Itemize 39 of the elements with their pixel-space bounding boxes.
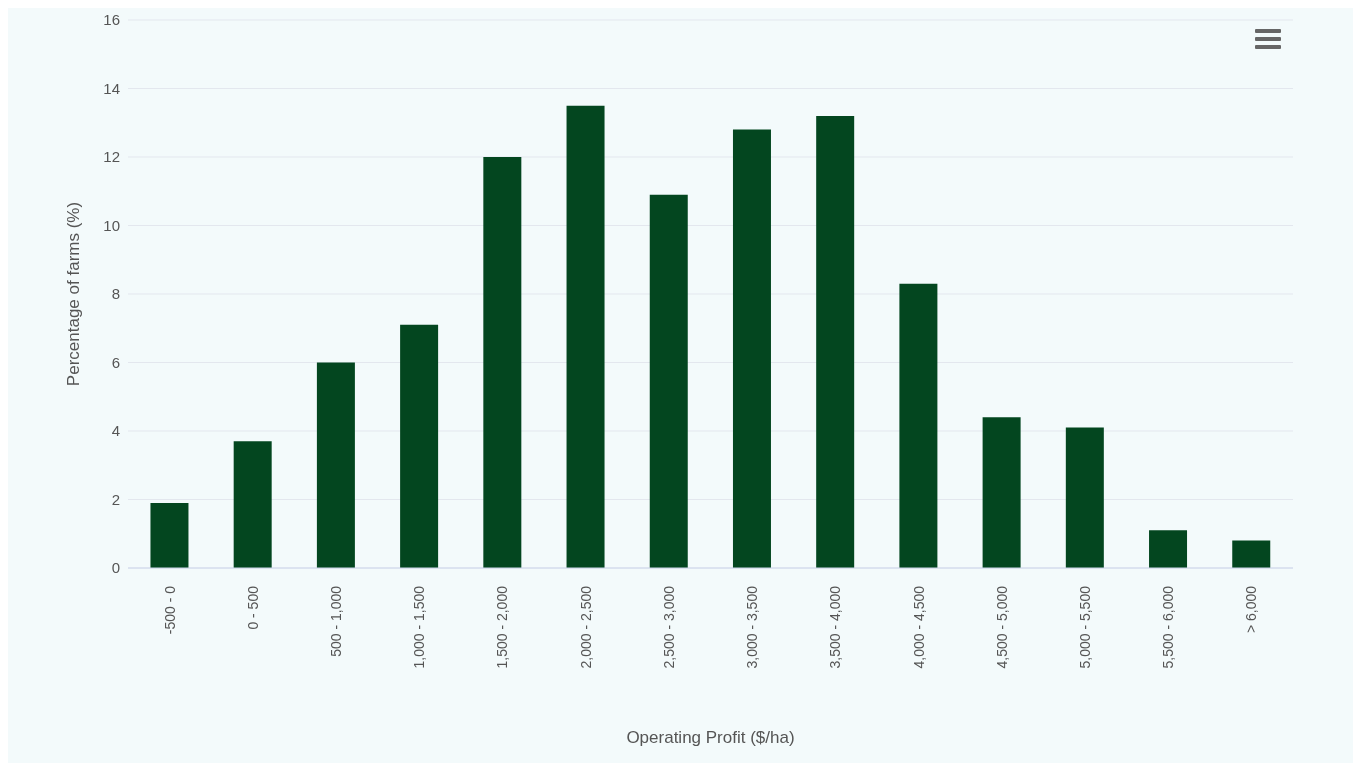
bar [732, 129, 771, 568]
bar [649, 194, 688, 568]
bar [233, 441, 272, 568]
x-tick-label: 2,500 - 3,000 [660, 585, 677, 669]
y-tick-label: 6 [111, 353, 120, 371]
bar [899, 283, 938, 568]
bar [566, 105, 605, 568]
x-tick-label: 0 - 500 [244, 585, 261, 630]
x-tick-label: 2,000 - 2,500 [577, 585, 594, 669]
y-tick-label: 10 [103, 216, 120, 234]
x-tick-label: 1,500 - 2,000 [494, 585, 511, 669]
y-tick-label: 4 [111, 422, 120, 440]
x-tick-label: 3,500 - 4,000 [827, 585, 844, 669]
bar [816, 115, 855, 568]
y-tick-label: 0 [111, 559, 120, 577]
x-tick-label: 5,000 - 5,500 [1076, 585, 1093, 669]
x-tick-label: > 6,000 [1243, 585, 1260, 634]
bar [982, 417, 1021, 568]
bar [1149, 530, 1188, 568]
y-tick-label: 8 [111, 285, 120, 303]
x-tick-label: 1,000 - 1,500 [411, 585, 428, 669]
bar [1065, 427, 1104, 568]
x-tick-label: -500 - 0 [161, 585, 178, 635]
x-tick-label: 5,500 - 6,000 [1160, 585, 1177, 669]
y-tick-label: 14 [103, 79, 120, 97]
x-tick-label: 4,000 - 4,500 [910, 585, 927, 669]
y-tick-label: 12 [103, 148, 120, 166]
y-axis-title: Percentage of farms (%) [64, 201, 84, 387]
bar [400, 324, 439, 568]
bar [483, 157, 522, 568]
y-tick-label: 16 [103, 11, 120, 29]
x-tick-label: 4,500 - 5,000 [993, 585, 1010, 669]
x-tick-label: 3,000 - 3,500 [744, 585, 761, 669]
bar [1232, 540, 1271, 568]
bar [150, 502, 189, 568]
bar [316, 362, 355, 568]
x-tick-label: 500 - 1,000 [328, 585, 345, 657]
x-axis-title: Operating Profit ($/ha) [626, 728, 795, 747]
y-tick-label: 2 [111, 490, 120, 508]
